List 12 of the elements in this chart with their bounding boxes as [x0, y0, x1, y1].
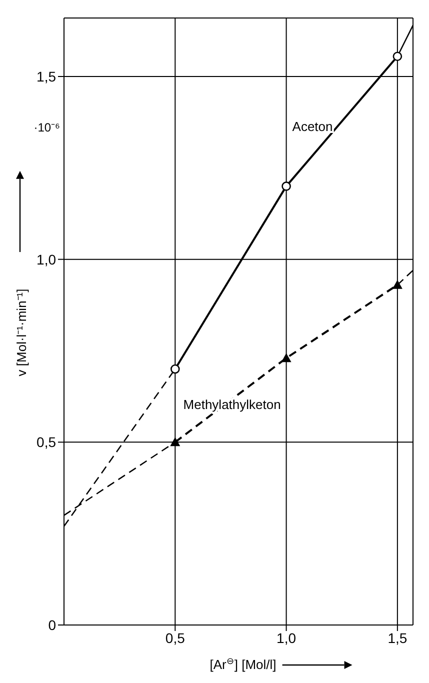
y-tick-label: 1,0: [36, 251, 56, 268]
series-label: Aceton: [292, 119, 333, 134]
series-label: Methylathylketon: [183, 397, 281, 412]
x-tick-label: 0,5: [165, 630, 186, 646]
y-tick-label: 0: [48, 617, 56, 633]
y-tick-label: 0,5: [36, 434, 56, 450]
y-tick-label: 1,5: [36, 68, 56, 85]
x-tick-label: 1,5: [388, 630, 408, 646]
text: ·10⁻⁶: [34, 120, 60, 134]
x-axis-title: [Ar$^{⊖}$] [Mol/l]: [210, 656, 276, 672]
x-tick-label: 1,0: [276, 630, 296, 646]
y-axis-title: v [Mol·l⁻¹·min⁻¹]: [14, 288, 29, 376]
